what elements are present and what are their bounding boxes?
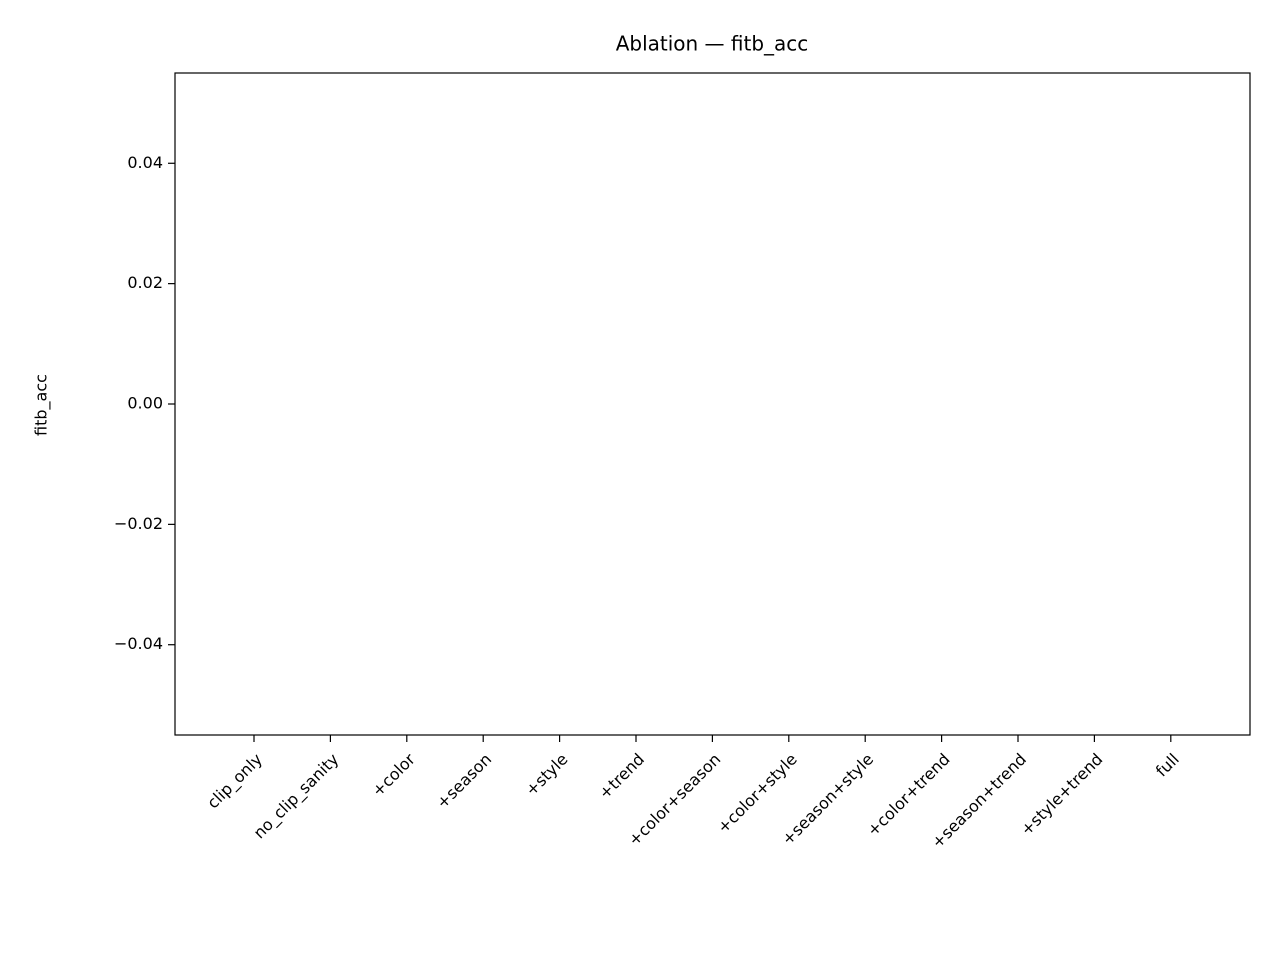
chart-title: Ablation — fitb_acc: [616, 32, 809, 56]
y-tick-label: −0.02: [114, 514, 163, 533]
y-tick-label: 0.04: [127, 153, 163, 172]
plot-frame: [174, 72, 1251, 736]
y-tick-label: 0.02: [127, 273, 163, 292]
y-tick-label: 0.00: [127, 394, 163, 413]
y-tick-label: −0.04: [114, 634, 163, 653]
y-axis-label: fitb_acc: [32, 374, 52, 436]
